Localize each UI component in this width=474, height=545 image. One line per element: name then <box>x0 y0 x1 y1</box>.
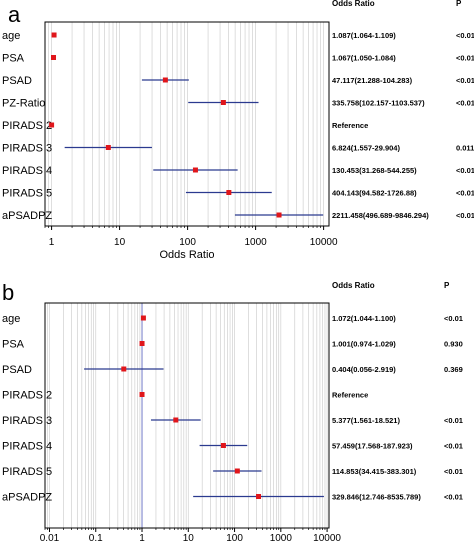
or-point <box>121 366 127 372</box>
row-label: PIRADS 4 <box>2 441 52 453</box>
row-label: PSAD <box>2 75 32 87</box>
or-point <box>192 167 198 173</box>
odds-ratio-value: 2211.458(496.689-9846.294) <box>332 211 429 220</box>
plot-frame <box>44 21 330 227</box>
p-value: <0.01 <box>444 416 463 425</box>
p-value: <0.01 <box>456 54 474 63</box>
row-label: PIRADS 2 <box>2 120 52 132</box>
x-tick-label: 0.01 <box>40 533 60 544</box>
row-label: PIRADS 2 <box>2 390 52 402</box>
x-tick-label: 100 <box>179 237 196 248</box>
p-value: <0.01 <box>456 189 474 198</box>
p-value: 0.011 <box>456 144 474 153</box>
odds-ratio-value: 130.453(31.268-544.255) <box>332 166 417 175</box>
odds-ratio-value: 1.067(1.050-1.084) <box>332 54 396 63</box>
or-point <box>51 32 57 38</box>
x-tick-label: 1000 <box>270 533 293 544</box>
or-point <box>162 77 168 83</box>
panel-label: a <box>8 2 21 27</box>
row-label: PIRADS 3 <box>2 415 52 427</box>
x-tick-label: 100 <box>226 533 243 544</box>
p-value: <0.01 <box>456 99 474 108</box>
row-label: PIRADS 3 <box>2 143 52 155</box>
odds-ratio-value: 5.377(1.561-18.521) <box>332 416 400 425</box>
header-odds-ratio: Odds Ratio <box>332 0 375 8</box>
row-label: PSA <box>2 53 25 65</box>
header-p: P <box>444 281 450 290</box>
or-point <box>256 494 262 499</box>
or-point <box>105 145 111 150</box>
header-p: P <box>456 0 462 8</box>
odds-ratio-value: 404.143(94.582-1726.88) <box>332 189 417 198</box>
row-label: age <box>2 30 20 42</box>
odds-ratio-value: 335.758(102.157-1103.537) <box>332 99 425 108</box>
row-label: age <box>2 313 20 325</box>
or-point <box>220 443 226 448</box>
row-label: PZ-Ratio <box>2 98 45 110</box>
p-value: <0.01 <box>456 31 474 40</box>
or-point <box>140 315 146 321</box>
p-value: <0.01 <box>444 442 463 451</box>
row-label: PIRADS 5 <box>2 466 52 478</box>
p-value: 0.930 <box>444 340 463 349</box>
or-point <box>173 417 179 423</box>
or-point <box>139 341 145 346</box>
or-point <box>220 100 226 105</box>
odds-ratio-value: 1.087(1.064-1.109) <box>332 31 396 40</box>
odds-ratio-value: 329.846(12.746-8535.789) <box>332 493 421 502</box>
p-value: <0.01 <box>456 76 474 85</box>
row-label: PSA <box>2 339 25 351</box>
or-point <box>234 468 240 474</box>
or-point <box>139 392 145 397</box>
panel-label: b <box>2 280 14 305</box>
x-tick-label: 10000 <box>310 237 338 248</box>
odds-ratio-value: 6.824(1.557-29.904) <box>332 144 400 153</box>
x-tick-label: 10 <box>114 237 126 248</box>
p-value: <0.01 <box>456 166 474 175</box>
x-tick-label: 10000 <box>313 533 341 544</box>
x-tick-label: 1000 <box>244 237 267 248</box>
row-label: PIRADS 5 <box>2 188 52 200</box>
odds-ratio-value: Reference <box>332 121 368 130</box>
x-tick-label: 1 <box>49 237 55 248</box>
p-value: <0.01 <box>444 314 463 323</box>
x-tick-label: 1 <box>139 533 145 544</box>
odds-ratio-value: 57.459(17.568-187.923) <box>332 442 413 451</box>
x-tick-label: 10 <box>183 533 195 544</box>
odds-ratio-value: 1.001(0.974-1.029) <box>332 340 396 349</box>
p-value: <0.01 <box>444 493 463 502</box>
row-label: PIRADS 4 <box>2 165 52 177</box>
or-point <box>49 122 55 128</box>
header-odds-ratio: Odds Ratio <box>332 281 375 290</box>
x-tick-label: 0.1 <box>89 533 103 544</box>
odds-ratio-value: Reference <box>332 391 368 400</box>
odds-ratio-value: 114.853(34.415-383.301) <box>332 467 417 476</box>
p-value: 0.369 <box>444 365 463 374</box>
row-label: aPSADPZ <box>2 210 52 222</box>
odds-ratio-value: 47.117(21.288-104.283) <box>332 76 413 85</box>
plot-frame <box>44 302 330 529</box>
x-axis-title: Odds Ratio <box>159 249 214 261</box>
p-value: <0.01 <box>456 211 474 220</box>
row-label: PSAD <box>2 364 32 376</box>
or-point <box>276 212 282 218</box>
or-point <box>226 190 232 195</box>
p-value: <0.01 <box>444 467 463 476</box>
odds-ratio-value: 1.072(1.044-1.100) <box>332 314 396 323</box>
or-point <box>51 55 57 60</box>
odds-ratio-value: 0.404(0.056-2.919) <box>332 365 396 374</box>
row-label: aPSADPZ <box>2 492 52 504</box>
